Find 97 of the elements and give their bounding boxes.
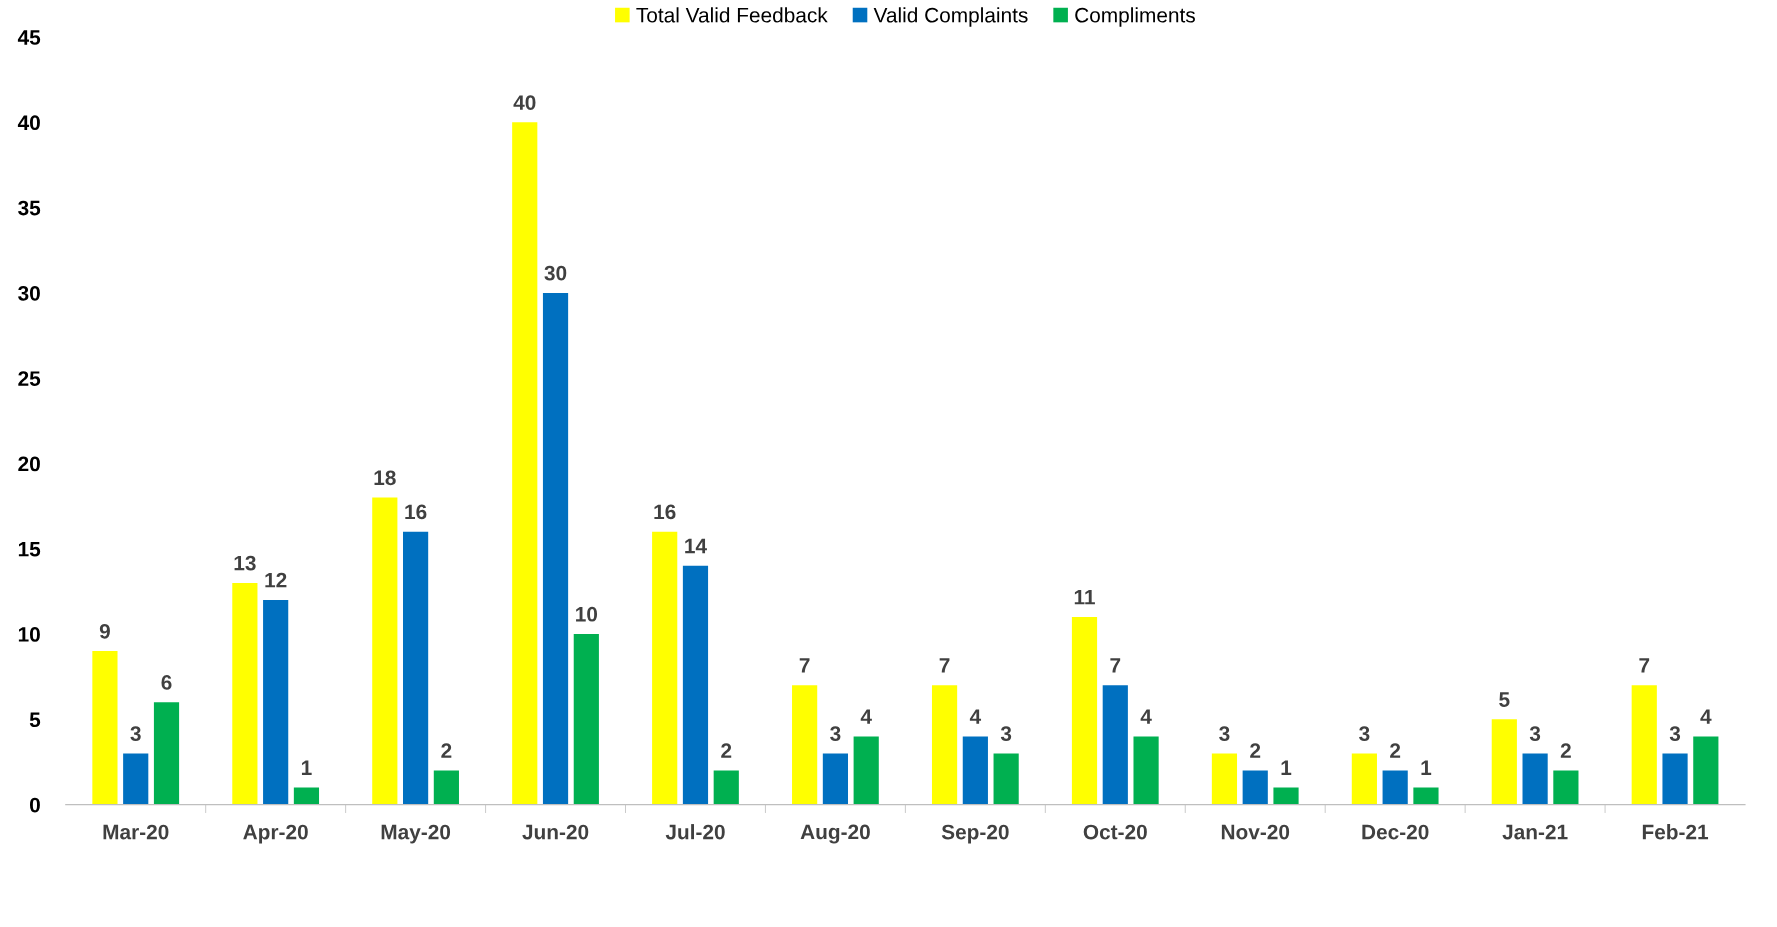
data-label: 7 bbox=[799, 658, 810, 673]
bar bbox=[1382, 770, 1408, 805]
data-label: 5 bbox=[1499, 692, 1510, 707]
data-label: 2 bbox=[1560, 743, 1571, 758]
x-tick-label: Feb-21 bbox=[1642, 824, 1709, 840]
bar bbox=[512, 122, 538, 805]
bar bbox=[822, 753, 849, 805]
data-label: 3 bbox=[1669, 726, 1681, 742]
y-tick-label: 30 bbox=[18, 285, 40, 301]
x-tick-label: Dec-20 bbox=[1362, 824, 1429, 840]
bar bbox=[92, 651, 118, 805]
bar bbox=[1211, 753, 1238, 805]
data-label: 2 bbox=[441, 743, 452, 758]
x-tick-label: Oct-20 bbox=[1083, 824, 1147, 840]
data-label: 3 bbox=[1000, 726, 1012, 742]
data-label: 4 bbox=[860, 709, 872, 724]
bar bbox=[652, 531, 678, 805]
y-tick-label: 15 bbox=[18, 542, 41, 557]
x-tick-label: Mar-20 bbox=[103, 824, 169, 840]
data-label: 12 bbox=[265, 572, 287, 588]
data-label: 1 bbox=[1281, 760, 1292, 775]
data-label: 13 bbox=[234, 555, 256, 571]
y-tick-label: 5 bbox=[29, 712, 41, 728]
data-label: 2 bbox=[1250, 743, 1261, 758]
data-label: 1 bbox=[1421, 760, 1432, 775]
data-label: 7 bbox=[1639, 658, 1650, 673]
bar bbox=[433, 770, 459, 805]
data-label: 10 bbox=[576, 606, 598, 622]
bar bbox=[1133, 736, 1159, 805]
y-tick-label: 25 bbox=[18, 371, 41, 386]
bar bbox=[1522, 753, 1548, 805]
data-label: 7 bbox=[939, 658, 950, 673]
data-label: 1 bbox=[301, 760, 312, 775]
data-label: 9 bbox=[99, 623, 110, 639]
legend-label: Total Valid Feedback bbox=[636, 7, 828, 23]
data-label: 4 bbox=[1140, 709, 1152, 724]
x-tick-label: May-20 bbox=[381, 824, 451, 844]
bar bbox=[713, 770, 739, 805]
bar bbox=[682, 565, 709, 805]
data-label: 16 bbox=[654, 504, 676, 520]
y-tick-label: 40 bbox=[17, 115, 40, 131]
x-tick-label: Nov-20 bbox=[1221, 824, 1290, 840]
bar bbox=[1102, 685, 1128, 805]
legend-label: Compliments bbox=[1075, 7, 1195, 27]
bar bbox=[123, 753, 149, 805]
bar bbox=[1413, 787, 1439, 805]
bar bbox=[1273, 787, 1299, 805]
data-label: 4 bbox=[1700, 709, 1712, 724]
data-label: 3 bbox=[1529, 726, 1541, 742]
bar bbox=[993, 753, 1019, 805]
bar bbox=[1662, 753, 1688, 805]
y-tick-label: 45 bbox=[17, 30, 41, 45]
data-label: 3 bbox=[130, 726, 141, 742]
bar bbox=[792, 685, 818, 805]
y-tick-label: 35 bbox=[18, 200, 41, 216]
data-label: 2 bbox=[1390, 743, 1401, 758]
x-tick-label: Sep-20 bbox=[941, 824, 1009, 844]
data-label: 4 bbox=[969, 709, 982, 724]
bar bbox=[1553, 770, 1579, 805]
bar bbox=[542, 292, 569, 805]
bar bbox=[1351, 753, 1377, 805]
data-label: 3 bbox=[1219, 726, 1230, 742]
bar bbox=[153, 702, 180, 805]
x-tick-label: Jun-20 bbox=[522, 824, 589, 840]
data-label: 30 bbox=[544, 265, 567, 281]
data-label: 3 bbox=[1359, 726, 1370, 742]
bar bbox=[263, 599, 289, 805]
bar bbox=[1693, 736, 1719, 805]
bar bbox=[403, 531, 429, 805]
bar bbox=[232, 582, 258, 805]
data-label: 3 bbox=[830, 726, 841, 742]
data-label: 16 bbox=[405, 504, 427, 520]
data-label: 7 bbox=[1110, 658, 1121, 673]
bar bbox=[372, 497, 398, 805]
y-tick-label: 10 bbox=[18, 627, 40, 642]
x-tick-label: Apr-20 bbox=[243, 824, 308, 844]
data-label: 11 bbox=[1074, 590, 1095, 605]
bar bbox=[293, 787, 320, 805]
x-tick-label: Aug-20 bbox=[800, 824, 870, 844]
x-tick-label: Jan-21 bbox=[1502, 824, 1568, 840]
data-label: 6 bbox=[161, 675, 172, 690]
bar bbox=[962, 736, 988, 805]
data-label: 2 bbox=[721, 743, 732, 758]
bar bbox=[853, 736, 879, 805]
bar bbox=[1071, 617, 1098, 805]
bar bbox=[1491, 719, 1517, 805]
bar bbox=[1631, 685, 1657, 805]
x-tick-label: Jul-20 bbox=[665, 824, 725, 840]
data-label: 40 bbox=[513, 95, 536, 110]
data-label: 18 bbox=[374, 470, 396, 486]
y-tick-label: 20 bbox=[18, 456, 40, 472]
bar bbox=[931, 685, 958, 805]
data-label: 14 bbox=[685, 538, 707, 554]
legend-label: Valid Complaints bbox=[873, 7, 1028, 27]
bar bbox=[1242, 770, 1268, 805]
bar bbox=[573, 634, 599, 805]
y-tick-label: 0 bbox=[29, 797, 40, 813]
